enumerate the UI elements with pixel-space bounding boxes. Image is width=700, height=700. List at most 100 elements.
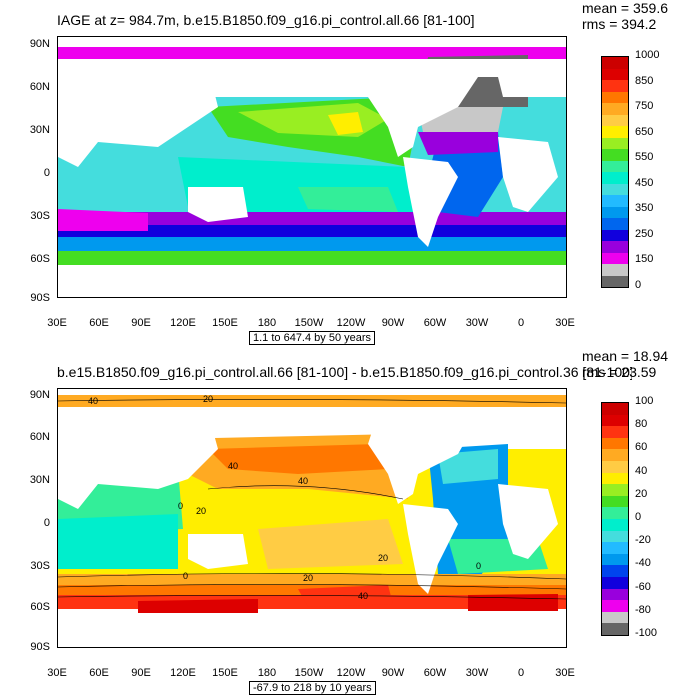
contour-label: 0 bbox=[178, 501, 183, 511]
colorbar-label: 100 bbox=[635, 395, 654, 407]
top-lon-label: 120E bbox=[170, 317, 196, 329]
colorbar-segment bbox=[602, 623, 628, 635]
colorbar-segment bbox=[602, 449, 628, 461]
top-south-america-land bbox=[403, 157, 458, 247]
bottom-africa-land bbox=[498, 484, 558, 559]
colorbar-segment bbox=[602, 460, 628, 473]
top-southern-band-2 bbox=[58, 225, 566, 239]
colorbar-label: 0 bbox=[635, 279, 642, 291]
top-southern-band-3 bbox=[58, 237, 566, 253]
colorbar-segment bbox=[602, 91, 628, 103]
bottom-lon-label: 30E bbox=[47, 667, 67, 679]
bottom-north-pacific-dark-orange bbox=[208, 444, 388, 474]
colorbar-segment bbox=[602, 195, 628, 207]
top-arctic-land bbox=[58, 59, 566, 97]
bottom-north-america-land bbox=[368, 413, 478, 504]
contour-label: 40 bbox=[88, 396, 98, 406]
bottom-eurasia-land bbox=[58, 413, 218, 509]
colorbar-label: 450 bbox=[635, 176, 654, 189]
contour-label: 20 bbox=[378, 553, 388, 563]
bottom-lon-label: 60W bbox=[423, 667, 447, 679]
top-panel-title: IAGE at z= 984.7m, b.e15.B1850.f09_g16.p… bbox=[57, 12, 475, 28]
bottom-southern-band-1 bbox=[58, 574, 566, 586]
bottom-lat-label: 90N bbox=[29, 389, 50, 401]
bottom-lon-label: 0 bbox=[517, 667, 525, 679]
top-north-atlantic-purple bbox=[418, 132, 498, 155]
contour-label: 20 bbox=[196, 506, 206, 516]
colorbar-label: 80 bbox=[635, 418, 648, 431]
colorbar-segment bbox=[602, 611, 628, 624]
top-lon-label: 150W bbox=[294, 317, 324, 329]
colorbar-segment bbox=[602, 275, 628, 287]
top-africa-land bbox=[498, 137, 558, 212]
top-lon-label: 90E bbox=[131, 317, 151, 329]
bottom-north-atlantic-teal bbox=[438, 449, 498, 484]
top-lon-label: 30E bbox=[47, 317, 67, 329]
top-lon-label: 0 bbox=[517, 317, 525, 329]
contour-line bbox=[58, 573, 566, 580]
top-lat-label: 90S bbox=[30, 292, 50, 304]
colorbar-segment bbox=[602, 414, 628, 427]
colorbar-label: -100 bbox=[635, 627, 658, 639]
colorbar-label: 850 bbox=[635, 74, 654, 87]
top-antarctica-land bbox=[58, 265, 566, 297]
colorbar-segment bbox=[602, 518, 628, 531]
top-lat-label: 30N bbox=[29, 124, 50, 136]
contour-label: 0 bbox=[476, 561, 481, 571]
colorbar-segment bbox=[602, 172, 628, 184]
contour-label: 20 bbox=[203, 394, 213, 404]
contour-label: 40 bbox=[298, 476, 308, 486]
colorbar-label: -60 bbox=[635, 580, 651, 593]
colorbar-label: 0 bbox=[635, 511, 642, 523]
colorbar-segment bbox=[602, 103, 628, 115]
colorbar-segment bbox=[602, 542, 628, 554]
colorbar-segment bbox=[602, 252, 628, 264]
top-lat-label: 90N bbox=[29, 38, 50, 50]
top-lat-label: 60N bbox=[29, 81, 50, 93]
bottom-lon-label: 60E bbox=[89, 667, 109, 679]
top-north-pacific-oldest bbox=[328, 112, 363, 135]
colorbar-segment bbox=[602, 484, 628, 496]
colorbar-label: 550 bbox=[635, 151, 654, 164]
bottom-range-note: -67.9 to 218 by 10 years bbox=[249, 681, 376, 695]
bottom-arctic-land bbox=[58, 407, 566, 439]
top-range-note: 1.1 to 647.4 by 50 years bbox=[249, 331, 376, 345]
colorbar-segment bbox=[602, 576, 628, 589]
colorbar-segment bbox=[602, 160, 628, 172]
top-mean-stat: mean = 359.6 bbox=[582, 0, 669, 16]
bottom-south-pacific-yellow bbox=[258, 519, 403, 569]
colorbar-segment bbox=[602, 507, 628, 519]
bottom-southern-red-pacific bbox=[298, 585, 393, 607]
top-lon-label: 60E bbox=[89, 317, 109, 329]
contour-line bbox=[58, 595, 566, 600]
colorbar-segment bbox=[602, 137, 628, 149]
top-north-america-land bbox=[368, 67, 478, 157]
top-equatorial-band bbox=[298, 187, 398, 212]
bottom-lon-label: 30E bbox=[555, 667, 575, 679]
colorbar-segment bbox=[602, 530, 628, 543]
top-australia-land bbox=[188, 187, 248, 222]
colorbar-label: -40 bbox=[635, 557, 651, 570]
contour-label: 40 bbox=[228, 461, 238, 471]
colorbar-label: 150 bbox=[635, 253, 654, 266]
colorbar-segment bbox=[602, 241, 628, 253]
bottom-arctic-band bbox=[58, 395, 566, 407]
colorbar-label: 1000 bbox=[635, 49, 660, 61]
contour-line bbox=[207, 485, 404, 500]
top-lon-label: 120W bbox=[336, 317, 366, 329]
colorbar-segment bbox=[602, 588, 628, 601]
colorbar-label: 60 bbox=[635, 441, 648, 454]
bottom-lat-label: 60S bbox=[30, 601, 50, 613]
bottom-map: 40 20 40 40 20 0 0 20 40 20 0 bbox=[57, 388, 567, 648]
colorbar-segment bbox=[602, 495, 628, 508]
contour-label: 20 bbox=[303, 573, 313, 583]
bottom-lat-label: 90S bbox=[30, 641, 50, 653]
colorbar-label: 350 bbox=[635, 202, 654, 215]
bottom-lon-label: 90W bbox=[381, 667, 405, 679]
top-lon-label: 60W bbox=[423, 317, 447, 329]
contour-line bbox=[58, 399, 566, 404]
bottom-south-america-land bbox=[403, 504, 458, 594]
top-map-plot bbox=[58, 37, 566, 297]
colorbar-segment bbox=[602, 600, 628, 612]
bottom-mean-stat: mean = 18.94 bbox=[582, 348, 669, 364]
